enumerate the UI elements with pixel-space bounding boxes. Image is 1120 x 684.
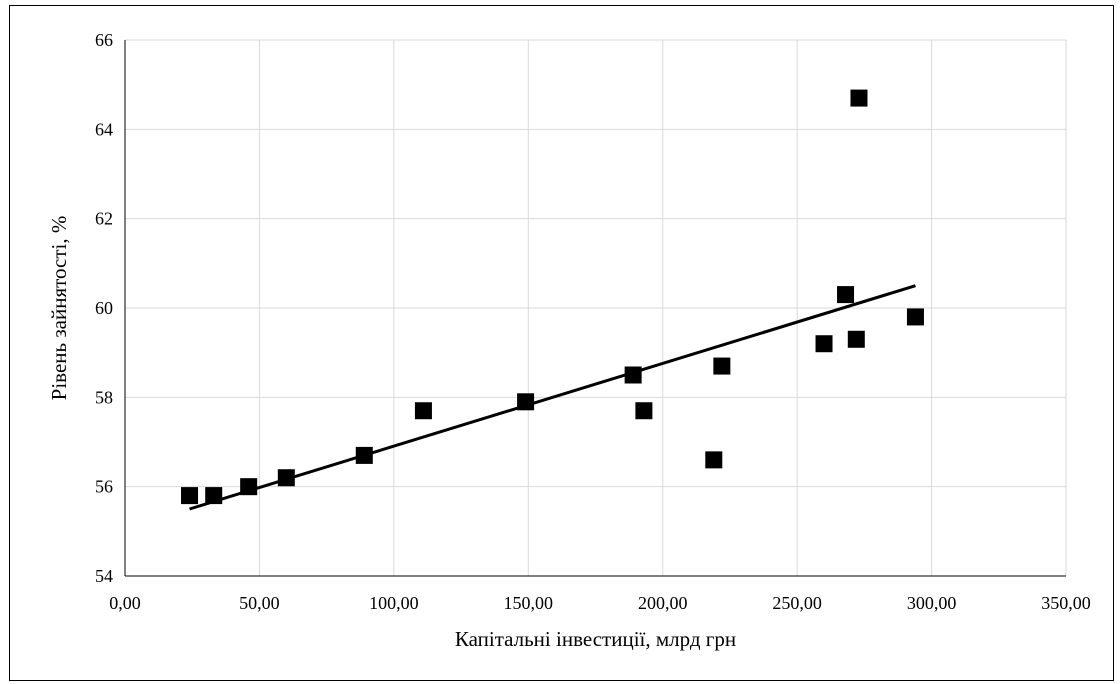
x-tick-label: 200,00	[638, 593, 688, 613]
chart-frame: 0,00 50,00 100,00 150,00 200,00 250,00 300,00 3…	[9, 5, 1114, 681]
data-point	[635, 402, 653, 420]
x-tick-label: 350,00	[1041, 593, 1091, 613]
data-point	[624, 366, 642, 384]
y-tick-label: 56	[95, 477, 113, 497]
y-tick-label: 60	[95, 298, 113, 318]
x-tick-label: 150,00	[504, 593, 554, 613]
y-tick-label: 58	[95, 387, 113, 407]
data-point	[837, 286, 855, 304]
data-point	[906, 308, 924, 326]
data-point	[847, 330, 865, 348]
y-tick-label: 66	[95, 30, 113, 50]
x-tick-label: 50,00	[239, 593, 280, 613]
trendline	[189, 284, 916, 511]
data-point	[205, 487, 223, 505]
y-axis-title: Рівень зайнятості, %	[47, 216, 71, 401]
data-point	[850, 89, 868, 107]
y-tick-label: 62	[95, 209, 113, 229]
x-tick-labels: 0,00 50,00 100,00 150,00 200,00 250,00 300,00 3…	[109, 593, 1091, 613]
data-point	[181, 487, 199, 505]
data-point	[713, 357, 731, 375]
grid-lines	[125, 39, 1067, 576]
y-tick-label: 54	[95, 566, 113, 586]
data-point	[355, 446, 373, 464]
scatter-chart: 0,00 50,00 100,00 150,00 200,00 250,00 300,00 3…	[47, 30, 1091, 651]
axes	[124, 40, 1066, 577]
data-point	[517, 393, 535, 411]
trendline-layer	[189, 284, 916, 511]
y-tick-labels: 54 56 58 60 62 64 66	[95, 30, 113, 586]
x-axis-title: Капітальні інвестиції, млрд грн	[455, 627, 736, 651]
x-tick-label: 250,00	[772, 593, 822, 613]
data-point	[277, 469, 295, 487]
data-points	[181, 89, 924, 505]
data-point	[414, 402, 432, 420]
y-tick-label: 64	[95, 119, 113, 139]
x-tick-label: 0,00	[109, 593, 141, 613]
data-point	[240, 478, 258, 496]
data-point	[815, 335, 833, 353]
x-tick-label: 300,00	[907, 593, 957, 613]
x-tick-label: 100,00	[369, 593, 419, 613]
data-point	[705, 451, 723, 469]
